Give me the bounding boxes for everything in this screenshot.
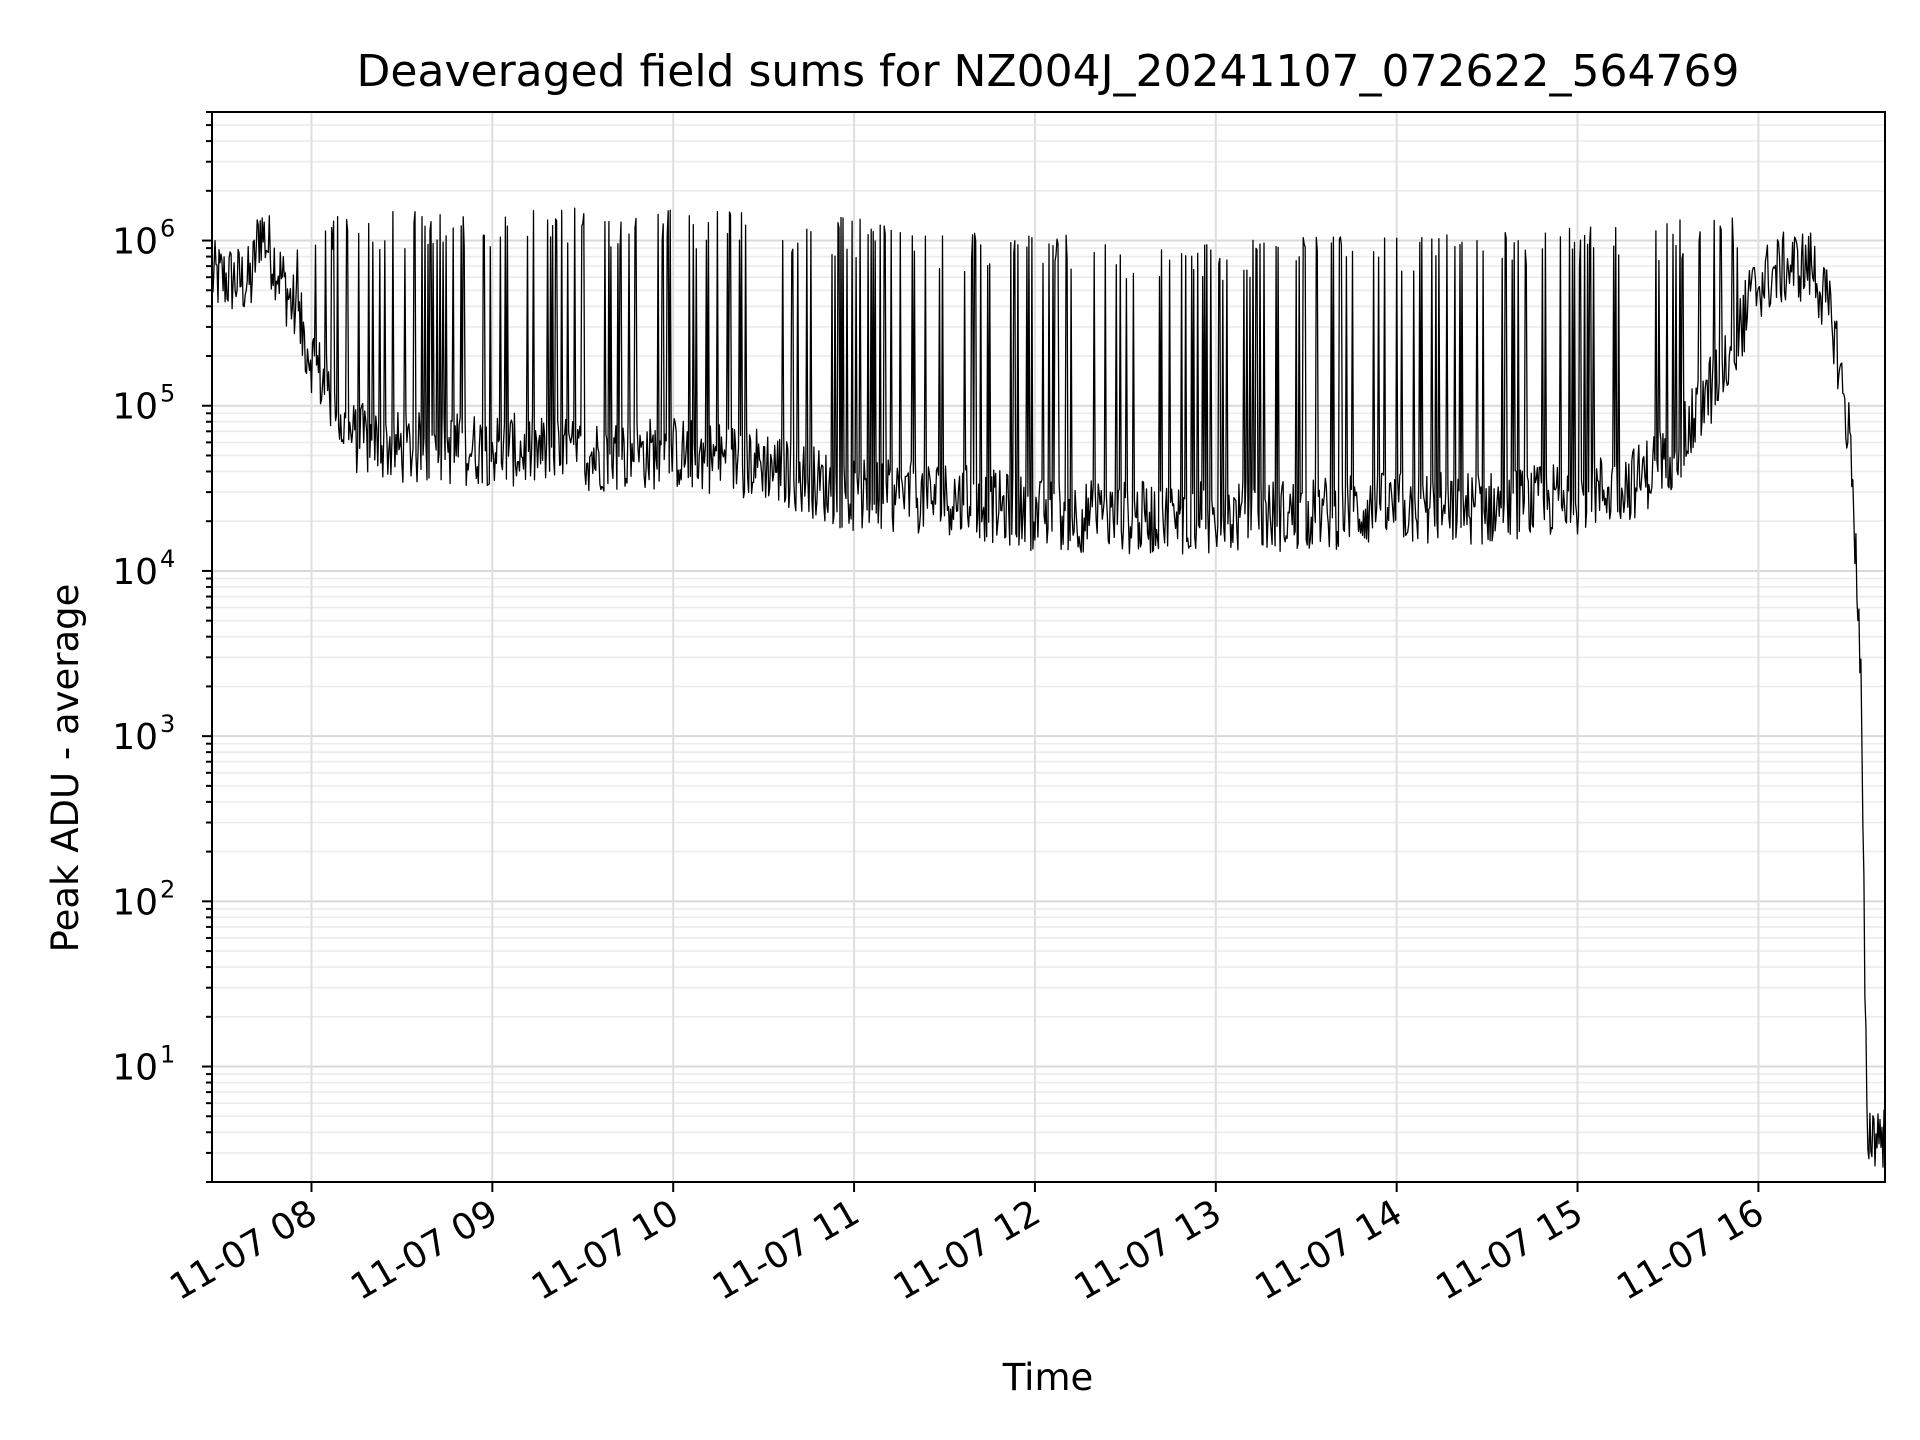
y-tick-exponent: 4 [160, 545, 175, 573]
y-tick-label: 10 [112, 882, 158, 923]
y-tick-label: 10 [112, 387, 158, 428]
y-tick-exponent: 3 [160, 710, 175, 738]
chart-title: Deaveraged field sums for NZ004J_2024110… [357, 46, 1740, 97]
plot-frame [211, 111, 1886, 1183]
y-tick-label: 10 [112, 717, 158, 758]
y-tick-exponent: 5 [160, 380, 175, 408]
series-line [211, 207, 1886, 1168]
y-tick-exponent: 2 [160, 875, 175, 903]
y-tick-label: 10 [112, 552, 158, 593]
y-tick-exponent: 6 [160, 215, 175, 243]
y-tick-label: 10 [112, 1048, 158, 1089]
series-layer [211, 207, 1886, 1168]
y-tick-exponent: 1 [160, 1041, 175, 1069]
y-axis-label: Peak ADU - average [44, 584, 87, 953]
x-axis-label: Time [1002, 1356, 1094, 1399]
grid [212, 111, 1885, 1183]
y-tick-label: 10 [112, 222, 158, 263]
